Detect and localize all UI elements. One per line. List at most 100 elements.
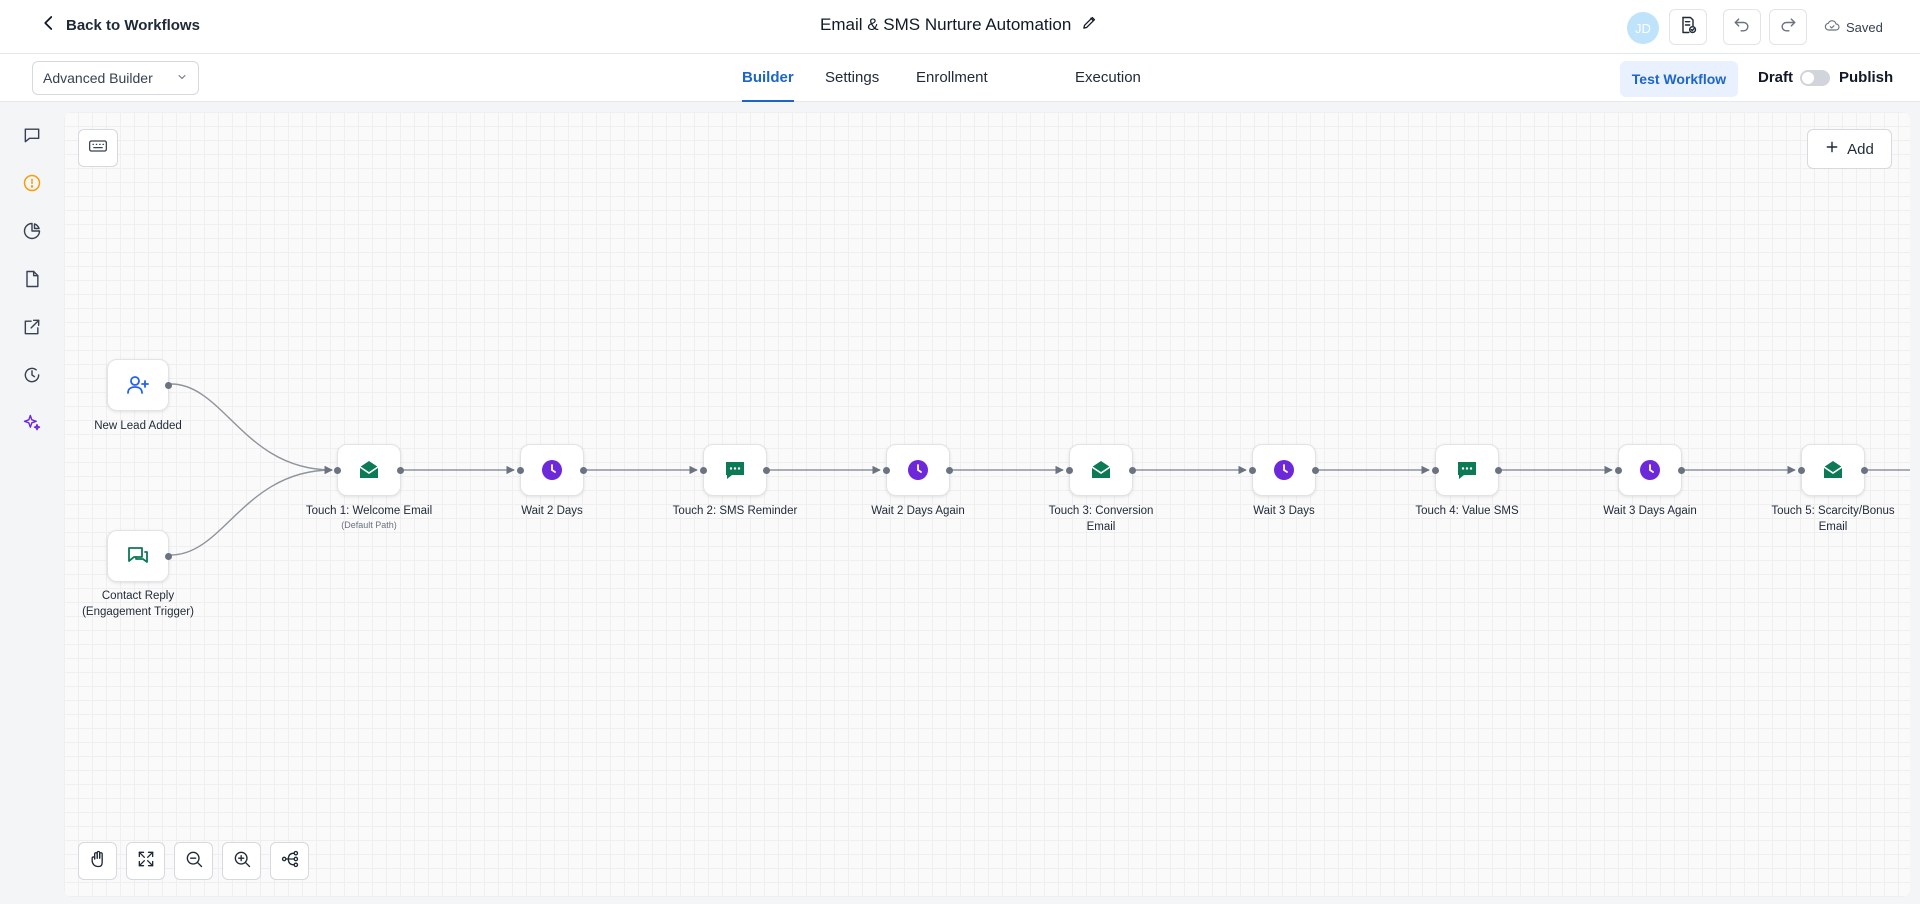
tab-builder[interactable]: Builder [742, 54, 794, 102]
step-node-wait-3-days-again[interactable] [1615, 444, 1685, 496]
input-port[interactable] [1249, 467, 1256, 474]
clock-icon [1272, 458, 1296, 482]
file-icon[interactable] [21, 268, 43, 290]
redo-icon [1778, 15, 1798, 40]
input-port[interactable] [334, 467, 341, 474]
input-port[interactable] [517, 467, 524, 474]
step-label: Wait 2 Days [521, 505, 583, 517]
undo-button[interactable] [1723, 9, 1761, 45]
builder-mode-value: Advanced Builder [43, 70, 153, 86]
tab-execution-logs[interactable]: Execution Logs [1075, 69, 1141, 134]
workflow-canvas[interactable]: Add New Lead Added [64, 112, 1910, 897]
step-label: Touch 3: Conversion Email [1048, 505, 1154, 533]
back-label: Back to Workflows [66, 16, 200, 34]
auto-layout-button[interactable] [270, 842, 309, 880]
pan-tool-button[interactable] [78, 842, 117, 880]
left-sidebar [0, 102, 64, 904]
step-label: Touch 4: Value SMS [1415, 505, 1519, 517]
canvas-controls [78, 842, 309, 880]
back-to-workflows-link[interactable]: Back to Workflows [40, 14, 200, 36]
step-node-touch-3[interactable] [1066, 444, 1136, 496]
step-node-touch-2[interactable] [700, 444, 770, 496]
step-node-wait-3-days[interactable] [1249, 444, 1319, 496]
trigger-label: New Lead Added [94, 420, 182, 432]
keyboard-shortcuts-button[interactable] [78, 129, 118, 167]
chat-icon[interactable] [21, 124, 43, 146]
external-link-icon[interactable] [21, 316, 43, 338]
input-port[interactable] [1615, 467, 1622, 474]
output-port[interactable] [763, 467, 770, 474]
output-port[interactable] [1861, 467, 1868, 474]
edit-title-icon[interactable] [1081, 14, 1098, 36]
output-port[interactable] [1678, 467, 1685, 474]
chevron-left-icon [40, 14, 58, 36]
output-port[interactable] [165, 382, 172, 389]
input-port[interactable] [1066, 467, 1073, 474]
clock-icon [906, 458, 930, 482]
tab-settings[interactable]: Settings [825, 69, 880, 86]
zoom-out-icon [184, 849, 204, 874]
document-check-icon [1678, 15, 1698, 40]
step-label: Touch 5: Scarcity/Bonus Email [1771, 505, 1895, 533]
input-port[interactable] [1798, 467, 1805, 474]
step-node-touch-5[interactable] [1798, 444, 1868, 496]
sms-icon [723, 458, 747, 482]
plus-icon [1825, 140, 1839, 158]
input-port[interactable] [883, 467, 890, 474]
top-bar: Back to Workflows Email & SMS Nurture Au… [0, 0, 1920, 54]
test-workflow-button[interactable]: Test Workflow [1620, 61, 1738, 97]
email-icon [1821, 458, 1845, 482]
output-port[interactable] [397, 467, 404, 474]
step-label: Touch 2: SMS Reminder [672, 505, 798, 517]
email-icon [357, 458, 381, 482]
step-label: Wait 2 Days Again [871, 505, 965, 517]
review-button[interactable] [1669, 9, 1707, 45]
output-port[interactable] [1129, 467, 1136, 474]
step-node-wait-2-days[interactable] [517, 444, 587, 496]
email-icon [1089, 458, 1113, 482]
sparkle-icon[interactable] [21, 412, 43, 434]
cloud-check-icon [1824, 18, 1840, 37]
redo-button[interactable] [1769, 9, 1807, 45]
input-port[interactable] [700, 467, 707, 474]
avatar[interactable]: JD [1627, 12, 1659, 44]
clock-icon [1638, 458, 1662, 482]
sub-bar: Advanced Builder Builder Settings Enroll… [0, 54, 1920, 134]
trigger-node-contact-reply[interactable] [107, 530, 172, 582]
pie-chart-icon[interactable] [21, 220, 43, 242]
workflow-title: Email & SMS Nurture Automation [820, 15, 1072, 34]
chevron-down-icon [176, 70, 188, 86]
alert-icon[interactable] [21, 172, 43, 194]
output-port[interactable] [165, 553, 172, 560]
trigger-node-new-lead[interactable] [107, 359, 172, 411]
builder-mode-select[interactable]: Advanced Builder [32, 61, 199, 95]
draft-label: Draft [1758, 69, 1794, 86]
sms-icon [1455, 458, 1479, 482]
step-node-touch-1[interactable] [334, 444, 404, 496]
step-label: Touch 1: Welcome Email (Default Path) [305, 505, 433, 530]
zoom-out-button[interactable] [174, 842, 213, 880]
tab-enrollment-history[interactable]: Enrollment History [916, 69, 988, 134]
saved-label: Saved [1846, 20, 1883, 35]
zoom-in-button[interactable] [222, 842, 261, 880]
input-port[interactable] [1432, 467, 1439, 474]
add-node-button[interactable]: Add [1807, 129, 1892, 169]
user-plus-icon [126, 373, 150, 397]
history-icon[interactable] [21, 364, 43, 386]
output-port[interactable] [1495, 467, 1502, 474]
step-node-wait-2-days-again[interactable] [883, 444, 953, 496]
output-port[interactable] [580, 467, 587, 474]
chat-bubbles-icon [126, 544, 150, 568]
keyboard-icon [88, 138, 108, 159]
clock-icon [540, 458, 564, 482]
fit-view-button[interactable] [126, 842, 165, 880]
step-node-touch-4[interactable] [1432, 444, 1502, 496]
auto-layout-icon [280, 849, 300, 874]
output-port[interactable] [1312, 467, 1319, 474]
hand-icon [88, 849, 108, 874]
output-port[interactable] [946, 467, 953, 474]
zoom-in-icon [232, 849, 252, 874]
step-label: Wait 3 Days [1253, 505, 1315, 517]
publish-toggle[interactable] [1800, 70, 1830, 86]
step-label: Wait 3 Days Again [1603, 505, 1697, 517]
